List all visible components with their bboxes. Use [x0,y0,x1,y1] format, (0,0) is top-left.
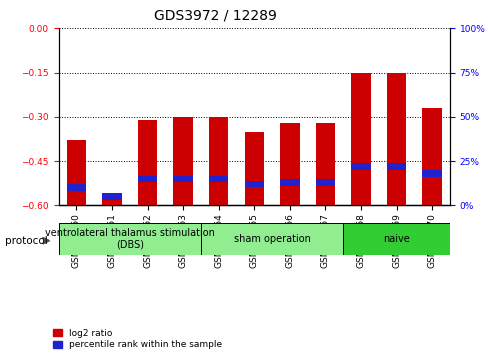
Bar [102,196,122,205]
Legend: log2 ratio, percentile rank within the sample: log2 ratio, percentile rank within the s… [53,329,222,349]
Bar [422,108,441,205]
Bar [315,123,334,205]
Text: sham operation: sham operation [233,234,310,244]
Bar [208,117,228,205]
Bar [66,141,86,205]
Bar [315,179,334,185]
Bar [59,223,201,255]
Bar [102,193,122,200]
Bar [386,73,406,205]
Bar [201,223,343,255]
Bar [350,73,370,205]
Bar [173,117,193,205]
Bar [350,163,370,170]
Text: GDS3972 / 12289: GDS3972 / 12289 [153,9,276,23]
Bar [138,176,157,182]
Bar [386,163,406,170]
Bar [173,176,193,182]
Bar [343,223,449,255]
Bar [280,179,299,185]
Bar [422,170,441,177]
Bar [280,123,299,205]
Text: protocol: protocol [5,236,47,246]
Bar [138,120,157,205]
Bar [244,132,264,205]
Bar [244,181,264,187]
Text: naive: naive [383,234,409,244]
Text: ventrolateral thalamus stimulation
(DBS): ventrolateral thalamus stimulation (DBS) [45,228,214,250]
Bar [208,176,228,182]
Bar [66,184,86,191]
